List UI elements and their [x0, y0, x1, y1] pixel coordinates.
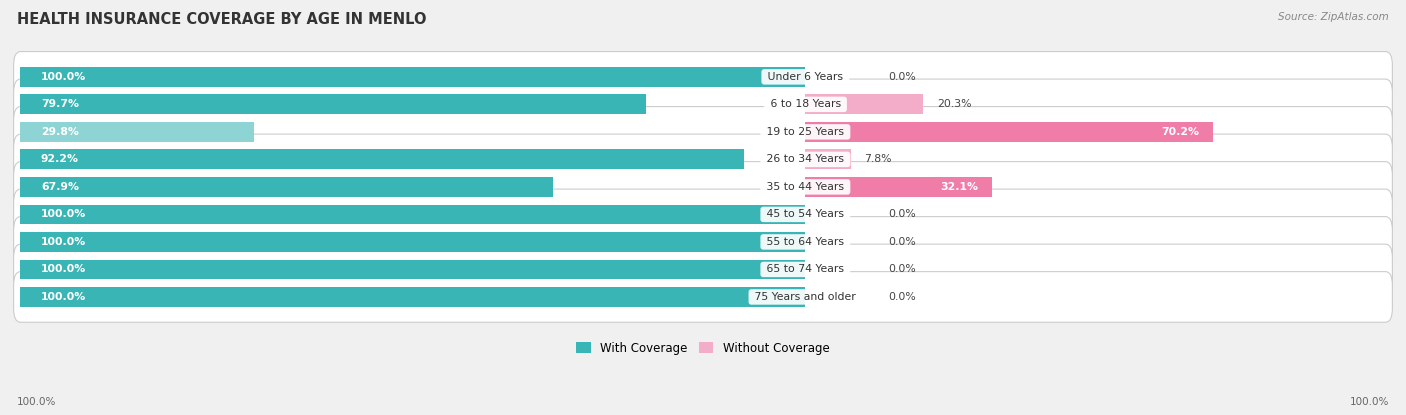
FancyBboxPatch shape: [14, 51, 1392, 102]
Text: 32.1%: 32.1%: [941, 182, 979, 192]
Bar: [806, 95, 924, 114]
Text: 65 to 74 Years: 65 to 74 Years: [763, 264, 848, 274]
Text: 0.0%: 0.0%: [889, 210, 917, 220]
Bar: [21, 122, 254, 142]
Bar: [806, 177, 991, 197]
Text: 0.0%: 0.0%: [889, 72, 917, 82]
Text: 29.8%: 29.8%: [41, 127, 79, 137]
Text: 75 Years and older: 75 Years and older: [751, 292, 859, 302]
Text: 67.9%: 67.9%: [41, 182, 79, 192]
Text: 100.0%: 100.0%: [17, 397, 56, 407]
Bar: [21, 232, 806, 252]
FancyBboxPatch shape: [14, 161, 1392, 212]
FancyBboxPatch shape: [14, 134, 1392, 185]
FancyBboxPatch shape: [14, 189, 1392, 240]
Text: 100.0%: 100.0%: [1350, 397, 1389, 407]
Text: 100.0%: 100.0%: [41, 72, 86, 82]
Text: 100.0%: 100.0%: [41, 264, 86, 274]
Bar: [21, 205, 806, 225]
Bar: [806, 149, 851, 169]
Text: 70.2%: 70.2%: [1161, 127, 1199, 137]
Text: 100.0%: 100.0%: [41, 210, 86, 220]
FancyBboxPatch shape: [14, 244, 1392, 295]
Bar: [21, 177, 554, 197]
Text: 19 to 25 Years: 19 to 25 Years: [763, 127, 848, 137]
FancyBboxPatch shape: [14, 217, 1392, 267]
Text: 20.3%: 20.3%: [936, 99, 972, 110]
Bar: [21, 149, 744, 169]
Text: 0.0%: 0.0%: [889, 264, 917, 274]
Text: 35 to 44 Years: 35 to 44 Years: [763, 182, 848, 192]
Text: 26 to 34 Years: 26 to 34 Years: [763, 154, 848, 164]
Text: 6 to 18 Years: 6 to 18 Years: [766, 99, 844, 110]
Text: 92.2%: 92.2%: [41, 154, 79, 164]
Text: Source: ZipAtlas.com: Source: ZipAtlas.com: [1278, 12, 1389, 22]
Text: 0.0%: 0.0%: [889, 237, 917, 247]
Bar: [21, 67, 806, 87]
Bar: [806, 122, 1212, 142]
Bar: [21, 95, 645, 114]
FancyBboxPatch shape: [14, 79, 1392, 129]
Text: 100.0%: 100.0%: [41, 292, 86, 302]
Text: 55 to 64 Years: 55 to 64 Years: [763, 237, 848, 247]
Text: 79.7%: 79.7%: [41, 99, 79, 110]
Text: Under 6 Years: Under 6 Years: [763, 72, 846, 82]
Bar: [21, 259, 806, 279]
Bar: [21, 287, 806, 307]
Text: 100.0%: 100.0%: [41, 237, 86, 247]
FancyBboxPatch shape: [14, 107, 1392, 157]
Text: 45 to 54 Years: 45 to 54 Years: [763, 210, 848, 220]
Text: 7.8%: 7.8%: [865, 154, 891, 164]
FancyBboxPatch shape: [14, 272, 1392, 322]
Legend: With Coverage, Without Coverage: With Coverage, Without Coverage: [572, 337, 834, 359]
Text: HEALTH INSURANCE COVERAGE BY AGE IN MENLO: HEALTH INSURANCE COVERAGE BY AGE IN MENL…: [17, 12, 426, 27]
Text: 0.0%: 0.0%: [889, 292, 917, 302]
